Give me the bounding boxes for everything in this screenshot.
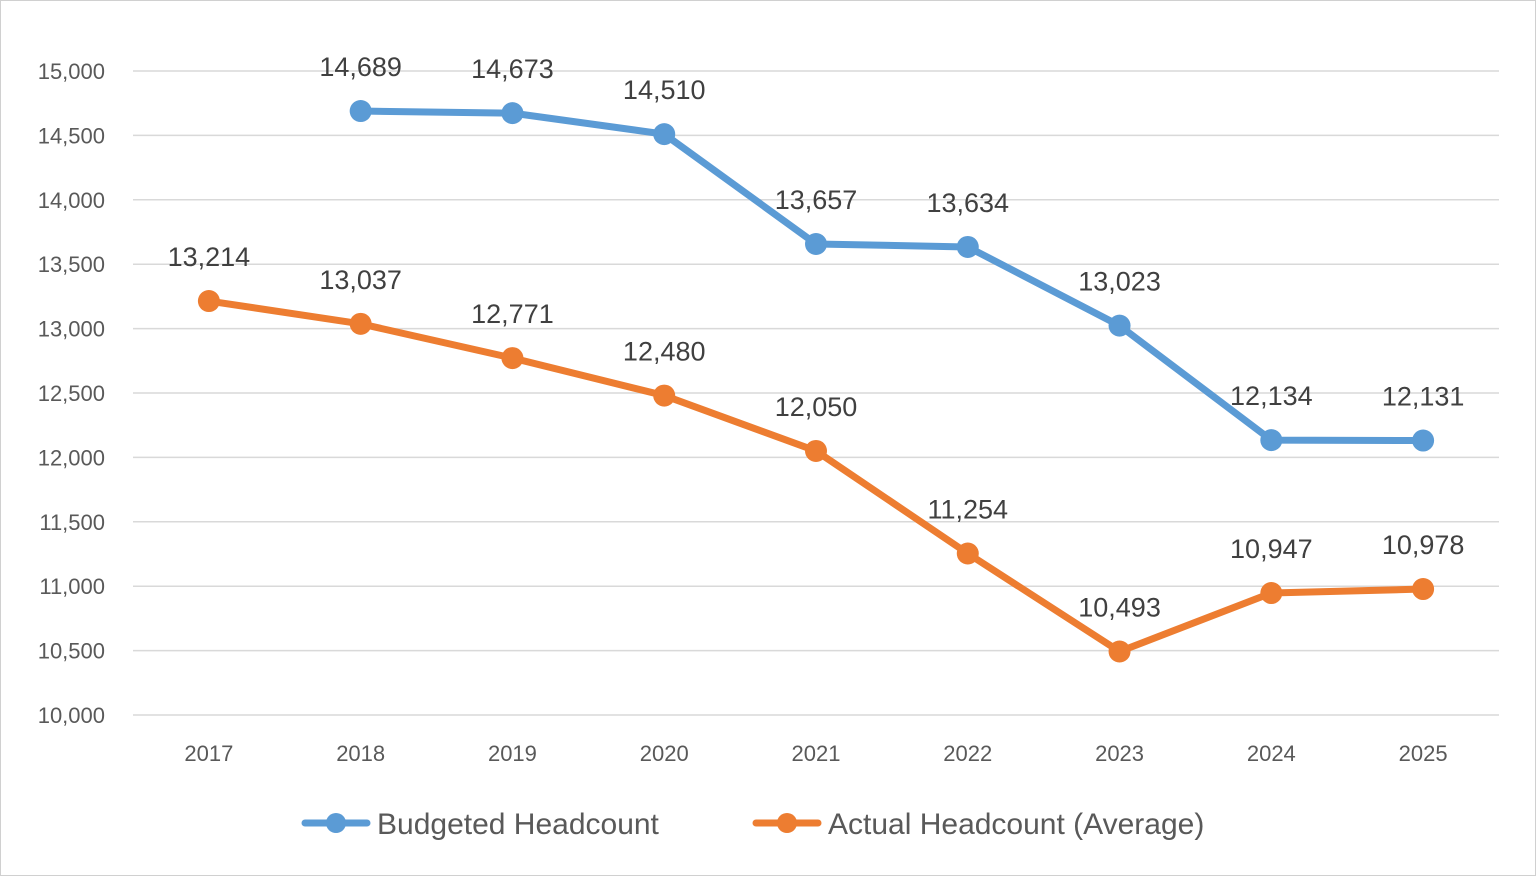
data-point (1412, 429, 1435, 452)
legend-label: Budgeted Headcount (377, 808, 660, 841)
legend-item: Budgeted Headcount (301, 808, 660, 841)
y-tick-label: 11,500 (39, 510, 105, 535)
series-budgeted-headcount (349, 100, 1435, 452)
y-tick-label: 15,000 (38, 59, 105, 84)
data-label: 14,673 (471, 54, 554, 84)
data-label: 10,978 (1382, 530, 1465, 560)
y-tick-label: 10,500 (38, 639, 105, 664)
data-label: 11,254 (927, 494, 1008, 524)
x-tick-label: 2019 (488, 741, 537, 766)
data-label: 13,037 (319, 265, 402, 295)
data-label: 13,634 (926, 188, 1009, 218)
data-point (805, 232, 827, 255)
y-axis-tick-labels: 10,000 10,500 11,000 11,500 12,000 12,500 13,0… (38, 59, 105, 728)
data-point (197, 290, 220, 313)
data-point (501, 102, 524, 125)
data-point (805, 439, 827, 462)
data-point (349, 312, 372, 335)
x-tick-label: 2017 (184, 741, 233, 766)
data-label: 12,131 (1382, 382, 1465, 412)
data-label: 13,214 (168, 242, 251, 272)
y-tick-label: 14,500 (38, 123, 105, 148)
x-axis-tick-labels: 2017 2018 2019 2020 2021 2022 2023 2024 2025 (184, 741, 1447, 766)
data-label: 13,657 (775, 185, 858, 215)
data-label: 10,947 (1230, 534, 1313, 564)
y-tick-label: 10,000 (38, 703, 105, 728)
data-label: 13,023 (1078, 267, 1161, 297)
series-line (205, 297, 1427, 656)
data-point (501, 347, 524, 370)
data-labels: 14,689 14,673 14,510 13,657 13,634 13,023 12,1… (168, 52, 1465, 622)
y-tick-label: 13,000 (38, 317, 105, 342)
data-label: 12,050 (775, 392, 858, 422)
data-label: 14,689 (319, 52, 402, 82)
x-tick-label: 2022 (943, 741, 992, 766)
legend-point-marker (777, 813, 797, 833)
legend-point-marker (326, 813, 346, 833)
data-point (653, 384, 676, 407)
data-label: 12,771 (471, 299, 554, 329)
y-tick-label: 14,000 (38, 188, 105, 213)
legend: Budgeted Headcount Actual Headcount (Aver… (301, 808, 1204, 841)
x-tick-label: 2024 (1247, 741, 1296, 766)
x-tick-label: 2025 (1399, 741, 1448, 766)
data-point (349, 100, 372, 123)
data-label: 10,493 (1078, 593, 1161, 623)
data-label: 12,480 (623, 337, 706, 367)
x-tick-label: 2023 (1095, 741, 1144, 766)
data-point (1260, 429, 1283, 452)
data-point (1108, 314, 1131, 337)
y-tick-label: 13,500 (38, 252, 105, 277)
data-label: 12,134 (1230, 381, 1313, 411)
data-label: 14,510 (623, 75, 706, 105)
data-point (1108, 640, 1131, 663)
data-point (956, 235, 979, 258)
series-actual-headcount (197, 290, 1435, 663)
data-point (1260, 582, 1283, 605)
y-tick-label: 12,000 (38, 445, 105, 470)
x-tick-label: 2020 (640, 741, 689, 766)
x-tick-label: 2018 (336, 741, 385, 766)
y-tick-label: 11,000 (39, 574, 105, 599)
data-point (1412, 578, 1435, 601)
x-tick-label: 2021 (792, 741, 841, 766)
series-lines (197, 100, 1435, 663)
data-point (653, 123, 676, 146)
series-line (357, 107, 1427, 445)
data-point (956, 542, 979, 565)
legend-item: Actual Headcount (Average) (752, 808, 1204, 841)
legend-label: Actual Headcount (Average) (828, 808, 1204, 841)
y-tick-label: 12,500 (38, 381, 105, 406)
